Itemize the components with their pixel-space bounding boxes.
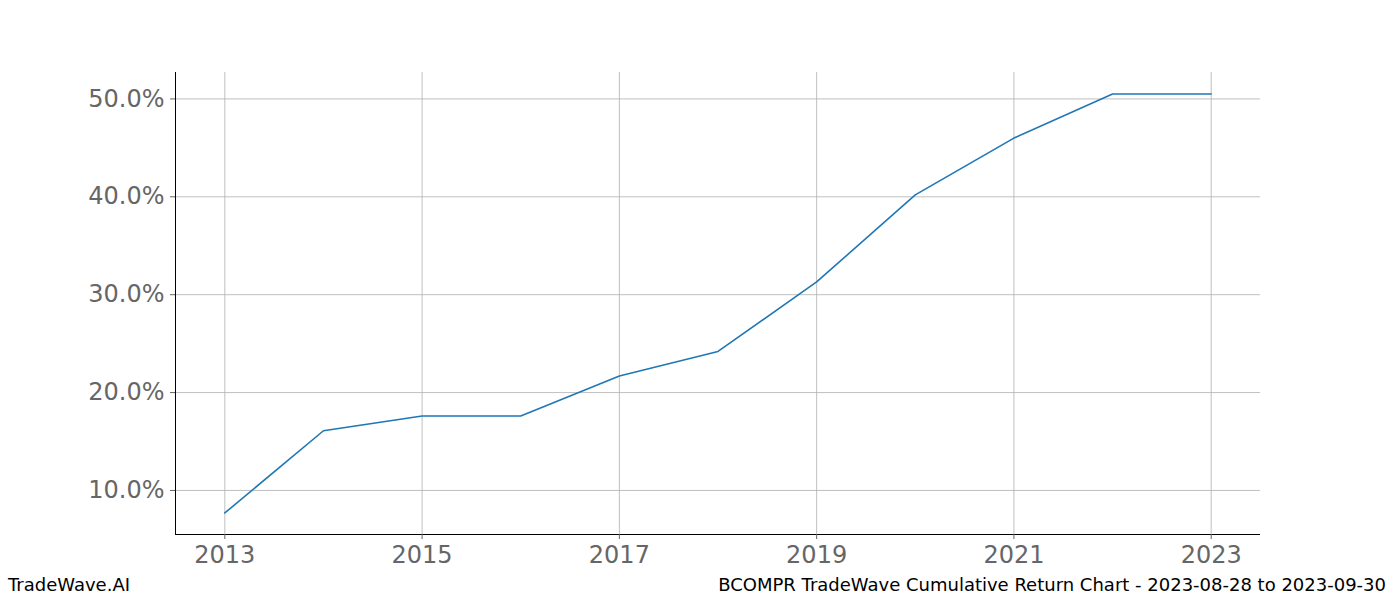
svg-text:10.0%: 10.0% xyxy=(88,476,164,504)
svg-text:20.0%: 20.0% xyxy=(88,378,164,406)
svg-text:2021: 2021 xyxy=(983,541,1044,568)
svg-text:50.0%: 50.0% xyxy=(88,85,164,113)
svg-text:2017: 2017 xyxy=(589,541,650,568)
svg-text:30.0%: 30.0% xyxy=(88,280,164,308)
svg-text:2015: 2015 xyxy=(392,541,453,568)
svg-text:2023: 2023 xyxy=(1181,541,1242,568)
svg-text:40.0%: 40.0% xyxy=(88,182,164,210)
html-text:BCOMPR TradeWave Cumulative Re: BCOMPR TradeWave Cumulative Return Chart… xyxy=(718,574,1386,595)
svg-text:2013: 2013 xyxy=(194,541,255,568)
svg-text:2019: 2019 xyxy=(786,541,847,568)
html-text:TradeWave.AI: TradeWave.AI xyxy=(8,574,130,595)
